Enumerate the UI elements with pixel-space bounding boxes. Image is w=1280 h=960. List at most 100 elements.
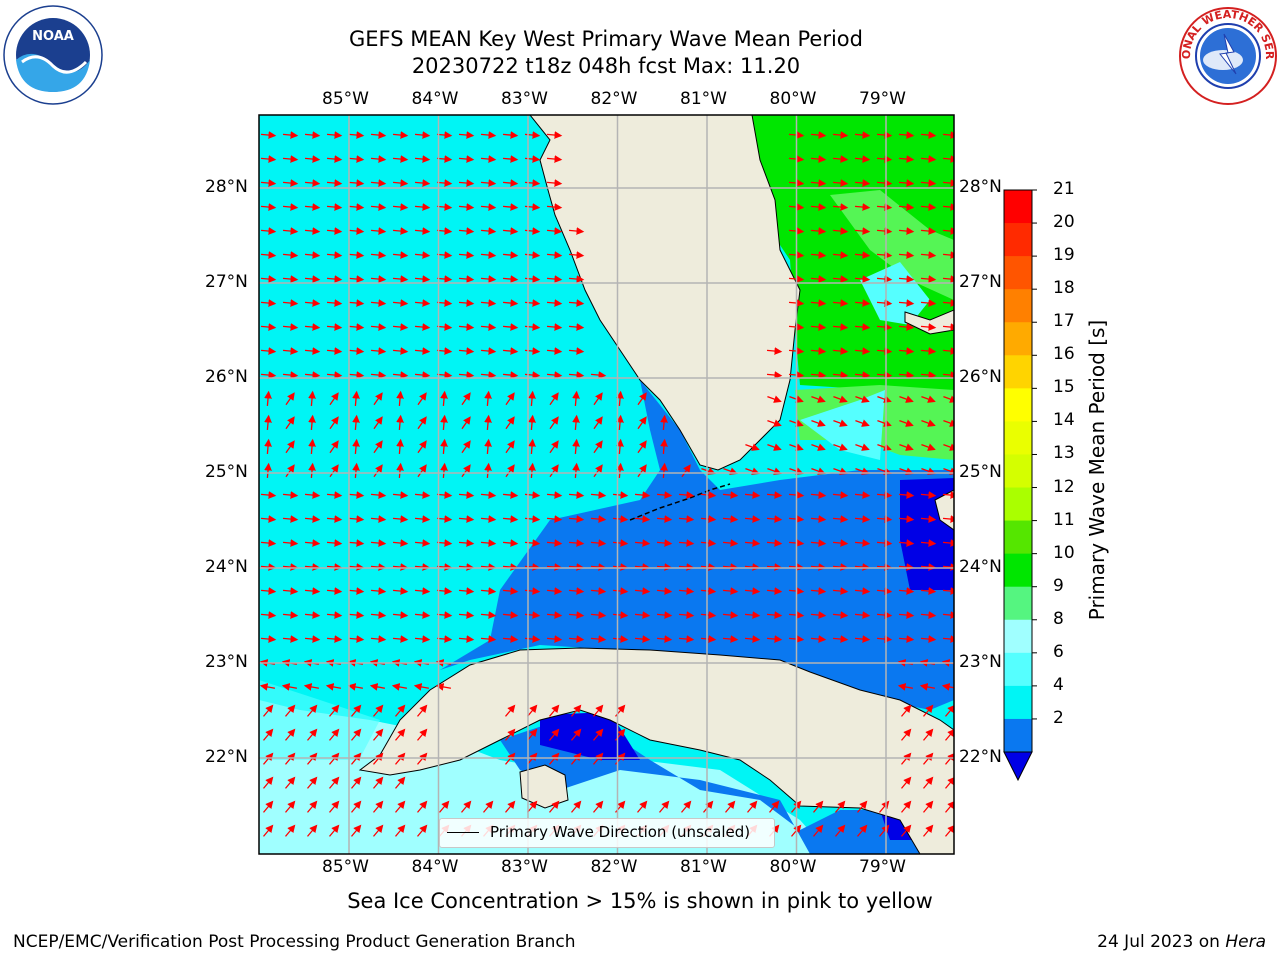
wave-direction-arrow: [505, 464, 515, 478]
wave-direction-arrow: [876, 227, 893, 235]
wave-direction-arrow: [942, 371, 954, 379]
wave-direction-arrow: [347, 683, 364, 691]
wave-direction-arrow: [571, 752, 582, 765]
wave-direction-arrow: [549, 800, 560, 813]
wave-direction-arrow: [854, 347, 871, 355]
wave-direction-arrow: [593, 416, 603, 430]
wave-direction-arrow: [700, 515, 717, 523]
wave-direction-arrow: [260, 299, 277, 307]
wave-direction-arrow: [370, 611, 387, 619]
wave-direction-arrow: [898, 491, 915, 499]
wave-direction-arrow: [282, 203, 299, 211]
wave-direction-arrow: [898, 515, 915, 523]
wave-direction-arrow: [681, 464, 691, 478]
wave-direction-arrow: [484, 438, 492, 455]
wave-direction-arrow: [351, 704, 362, 717]
wave-direction-arrow: [414, 251, 431, 259]
wave-direction-arrow: [745, 443, 760, 451]
wave-direction-arrow: [590, 515, 607, 523]
wave-direction-arrow: [877, 419, 892, 427]
colorbar-tick-21: 21: [1053, 179, 1075, 199]
colorbar-segment: [1004, 718, 1032, 753]
map-legend: Primary Wave Direction (unscaled): [439, 818, 775, 848]
wave-direction-arrow: [810, 227, 827, 235]
wave-direction-arrow: [392, 611, 409, 619]
wave-direction-arrow: [414, 491, 431, 499]
wave-direction-arrow: [458, 323, 475, 331]
wave-direction-arrow: [436, 275, 453, 283]
wave-direction-arrow: [458, 179, 475, 187]
wave-direction-arrow: [505, 728, 516, 741]
wave-direction-arrow: [264, 390, 272, 407]
wave-direction-arrow: [901, 776, 912, 789]
wave-direction-arrow: [417, 704, 428, 717]
period-lt2-gulf: [540, 712, 640, 760]
wave-direction-arrow: [373, 464, 383, 478]
wave-direction-arrow: [326, 371, 343, 379]
wave-direction-arrow: [373, 440, 383, 454]
wave-direction-arrow: [436, 635, 453, 643]
wave-direction-arrow: [264, 462, 272, 479]
wave-direction-arrow: [282, 635, 299, 643]
wave-direction-arrow: [945, 800, 954, 813]
wave-direction-arrow: [260, 635, 277, 643]
wave-direction-arrow: [502, 635, 519, 643]
wave-direction-arrow: [877, 395, 892, 403]
wave-direction-arrow: [480, 587, 497, 595]
wave-direction-arrow: [568, 299, 585, 307]
wave-direction-arrow: [436, 347, 453, 355]
wave-direction-arrow: [590, 539, 607, 547]
wave-direction-arrow: [480, 299, 497, 307]
wave-direction-arrow: [370, 299, 387, 307]
wave-direction-arrow: [568, 227, 585, 235]
wave-direction-arrow: [920, 635, 937, 643]
wave-direction-arrow: [920, 299, 937, 307]
wave-direction-arrow: [528, 462, 536, 479]
wave-direction-arrow: [678, 539, 695, 547]
wave-direction-arrow: [414, 539, 431, 547]
wave-direction-arrow: [502, 587, 519, 595]
wave-direction-arrow: [348, 515, 365, 523]
wave-direction-arrow: [942, 635, 954, 643]
wave-direction-arrow: [260, 587, 277, 595]
lon-label-top-0: 85°W: [322, 89, 369, 109]
wave-direction-arrow: [920, 347, 937, 355]
wave-direction-arrow: [304, 635, 321, 643]
wave-direction-arrow: [722, 611, 739, 619]
wave-direction-arrow: [326, 251, 343, 259]
wave-direction-arrow: [285, 416, 295, 430]
wave-direction-arrow: [502, 371, 519, 379]
wave-direction-arrow: [392, 155, 409, 163]
wave-direction-arrow: [546, 323, 563, 331]
wave-direction-arrow: [348, 539, 365, 547]
wave-direction-arrow: [413, 683, 430, 691]
wave-direction-arrow: [260, 371, 277, 379]
wave-direction-arrow: [484, 390, 492, 407]
colorbar-tick-12: 12: [1053, 476, 1075, 497]
wave-direction-arrow: [634, 635, 651, 643]
andros-land: [934, 489, 954, 531]
wave-direction-arrow: [458, 299, 475, 307]
wave-direction-arrow: [898, 131, 915, 139]
wave-direction-arrow: [304, 203, 321, 211]
period-6-8-bahamas: [860, 262, 930, 325]
wave-direction-arrow: [832, 635, 849, 643]
lon-label-bottom-4: 81°W: [680, 857, 727, 877]
colorbar-tick-11: 11: [1053, 509, 1075, 530]
wave-direction-arrow: [942, 299, 954, 307]
wave-direction-arrow: [898, 539, 915, 547]
wave-direction-arrow: [546, 227, 563, 235]
wave-direction-arrow: [352, 438, 360, 455]
wave-direction-arrow: [568, 251, 585, 259]
wave-direction-arrow: [329, 464, 339, 478]
wave-direction-arrow: [502, 491, 519, 499]
wave-direction-arrow: [744, 539, 761, 547]
wave-direction-arrow: [616, 438, 624, 455]
wave-direction-arrow: [549, 440, 559, 454]
wave-direction-arrow: [326, 203, 343, 211]
wave-direction-arrow: [876, 371, 893, 379]
lon-label-top-5: 80°W: [769, 89, 817, 109]
lon-label-bottom-0: 85°W: [322, 857, 369, 877]
wave-direction-arrow: [854, 611, 871, 619]
wave-direction-arrow: [876, 323, 893, 331]
